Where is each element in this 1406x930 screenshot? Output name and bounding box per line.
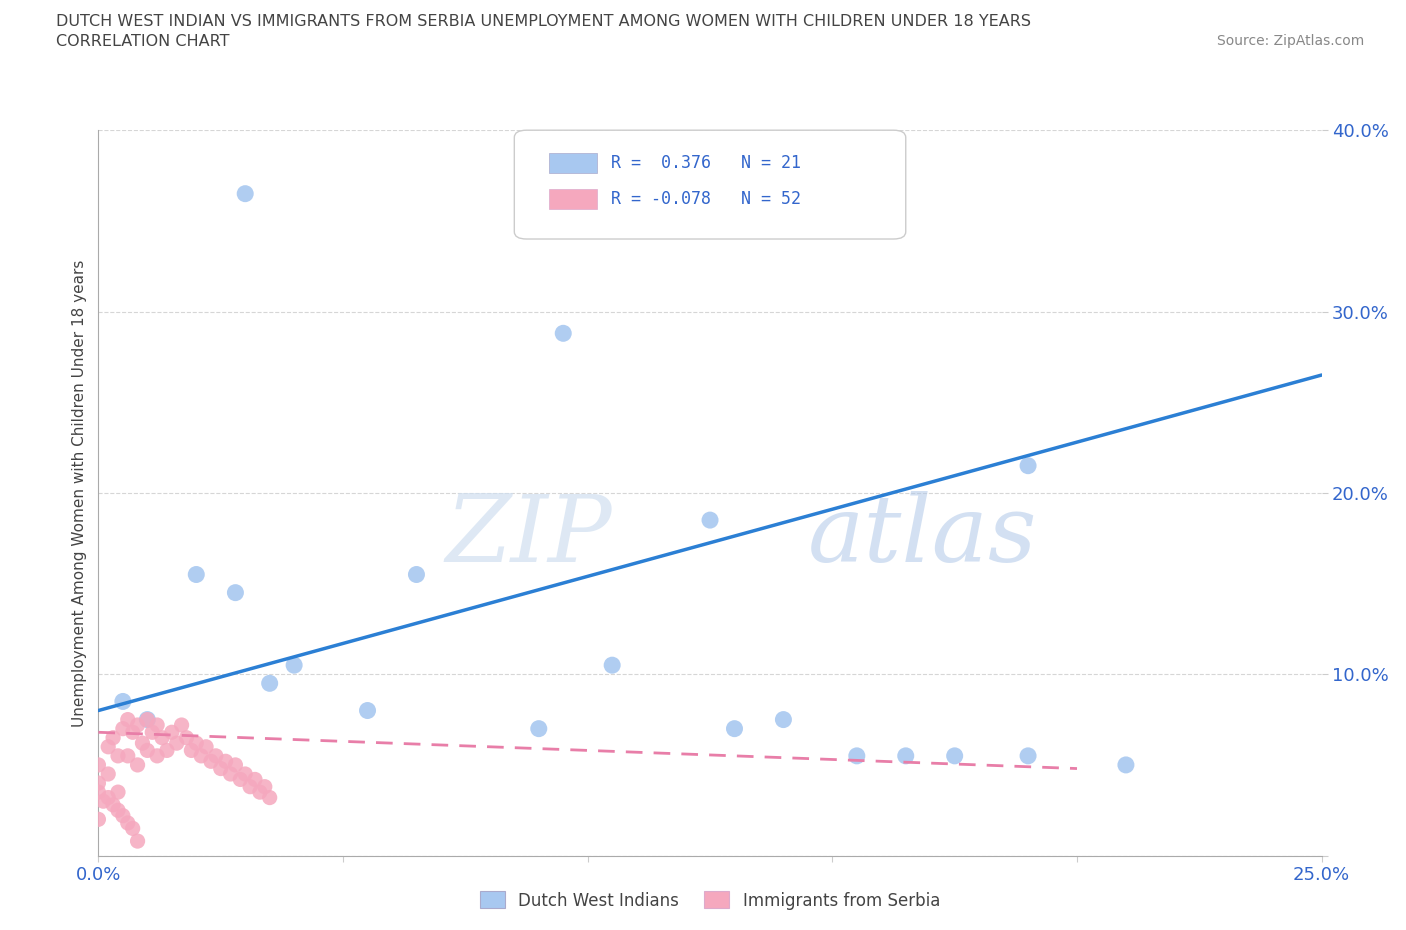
Point bbox=[699, 512, 721, 527]
Point bbox=[117, 816, 139, 830]
Point bbox=[190, 749, 212, 764]
Point bbox=[111, 694, 134, 709]
Point bbox=[229, 772, 252, 787]
Text: DUTCH WEST INDIAN VS IMMIGRANTS FROM SERBIA UNEMPLOYMENT AMONG WOMEN WITH CHILDR: DUTCH WEST INDIAN VS IMMIGRANTS FROM SER… bbox=[56, 14, 1031, 29]
Point bbox=[101, 797, 124, 812]
Point bbox=[87, 785, 110, 800]
Y-axis label: Unemployment Among Women with Children Under 18 years: Unemployment Among Women with Children U… bbox=[72, 259, 87, 726]
Point bbox=[723, 722, 745, 737]
Point bbox=[87, 776, 110, 790]
Point bbox=[91, 794, 114, 809]
Point bbox=[107, 785, 129, 800]
Text: R =  0.376   N = 21: R = 0.376 N = 21 bbox=[612, 153, 801, 172]
Point bbox=[111, 808, 134, 823]
Point bbox=[111, 722, 134, 737]
Text: R = -0.078   N = 52: R = -0.078 N = 52 bbox=[612, 190, 801, 208]
Legend: Dutch West Indians, Immigrants from Serbia: Dutch West Indians, Immigrants from Serb… bbox=[474, 884, 946, 916]
Point bbox=[117, 712, 139, 727]
Point bbox=[845, 749, 868, 764]
Point bbox=[107, 749, 129, 764]
FancyBboxPatch shape bbox=[548, 189, 596, 209]
Point bbox=[1017, 458, 1039, 473]
Point bbox=[136, 712, 159, 727]
Point bbox=[283, 658, 305, 672]
Point bbox=[553, 326, 575, 340]
Point bbox=[1115, 757, 1137, 772]
Point bbox=[146, 749, 169, 764]
Text: CORRELATION CHART: CORRELATION CHART bbox=[56, 34, 229, 49]
Point bbox=[259, 676, 281, 691]
Point bbox=[87, 812, 110, 827]
Point bbox=[97, 739, 120, 754]
Point bbox=[224, 757, 246, 772]
FancyBboxPatch shape bbox=[515, 130, 905, 239]
Point bbox=[127, 718, 149, 733]
Point bbox=[239, 779, 262, 794]
Point bbox=[200, 754, 222, 769]
Point bbox=[253, 779, 276, 794]
Point bbox=[233, 186, 256, 201]
Point bbox=[224, 585, 246, 600]
Point bbox=[180, 743, 202, 758]
Text: atlas: atlas bbox=[808, 491, 1038, 581]
Point bbox=[186, 736, 208, 751]
Point bbox=[894, 749, 917, 764]
Point bbox=[131, 736, 153, 751]
Point bbox=[97, 766, 120, 781]
Point bbox=[600, 658, 623, 672]
Text: ZIP: ZIP bbox=[446, 491, 612, 581]
FancyBboxPatch shape bbox=[548, 153, 596, 173]
Point bbox=[1017, 749, 1039, 764]
Point bbox=[141, 724, 163, 739]
Point bbox=[356, 703, 378, 718]
Point bbox=[101, 730, 124, 745]
Point bbox=[107, 803, 129, 817]
Point bbox=[127, 833, 149, 848]
Point bbox=[405, 567, 427, 582]
Point bbox=[121, 821, 143, 836]
Point bbox=[243, 772, 266, 787]
Point bbox=[170, 718, 193, 733]
Point bbox=[156, 743, 179, 758]
Point bbox=[249, 785, 271, 800]
Point bbox=[214, 754, 236, 769]
Point bbox=[186, 567, 208, 582]
Point bbox=[195, 739, 218, 754]
Point bbox=[259, 790, 281, 805]
Point bbox=[943, 749, 966, 764]
Point bbox=[219, 766, 242, 781]
Point bbox=[233, 766, 256, 781]
Point bbox=[97, 790, 120, 805]
Point bbox=[121, 724, 143, 739]
Point bbox=[205, 749, 228, 764]
Point bbox=[136, 743, 159, 758]
Point bbox=[127, 757, 149, 772]
Point bbox=[527, 722, 550, 737]
Point bbox=[87, 757, 110, 772]
Point bbox=[136, 712, 159, 727]
Point bbox=[146, 718, 169, 733]
Text: Source: ZipAtlas.com: Source: ZipAtlas.com bbox=[1216, 34, 1364, 48]
Point bbox=[209, 761, 232, 776]
Point bbox=[166, 736, 188, 751]
Point bbox=[117, 749, 139, 764]
Point bbox=[160, 724, 183, 739]
Point bbox=[150, 730, 173, 745]
Point bbox=[176, 730, 198, 745]
Point bbox=[772, 712, 794, 727]
